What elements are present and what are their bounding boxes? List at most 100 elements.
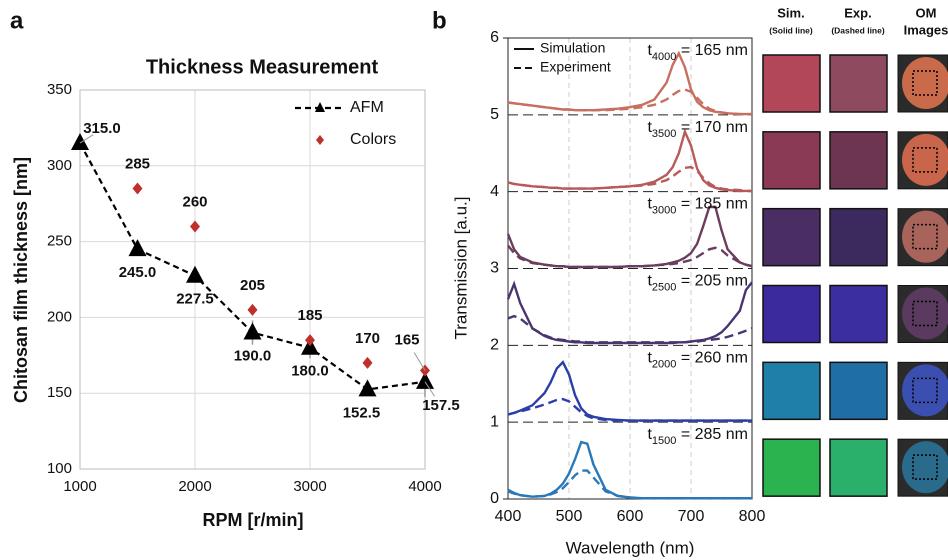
y-tick-label: 250	[47, 233, 72, 250]
y-tick-label: 6	[490, 29, 499, 46]
legend-label: Experiment	[540, 59, 611, 75]
column-title: Exp.	[844, 5, 871, 20]
experiment-curve	[507, 88, 752, 116]
annotation: t3000 = 185 nm	[647, 196, 748, 217]
column-note: (Dashed line)	[831, 25, 885, 35]
x-tick-label: 700	[678, 508, 705, 525]
x-tick-label: 4000	[408, 478, 441, 495]
om-film	[902, 133, 948, 186]
om-film	[902, 287, 948, 340]
annotation: t4000 = 165 nm	[647, 42, 748, 63]
x-tick-label: 2000	[178, 478, 211, 495]
annotation: t2000 = 260 nm	[647, 350, 748, 371]
marker	[190, 220, 200, 233]
y-tick-label: 100	[47, 460, 72, 477]
annotation-rest: = 205 nm	[676, 273, 748, 290]
x-tick-label: 400	[495, 508, 522, 525]
annotation: t2500 = 205 nm	[647, 273, 748, 294]
y-tick-label: 1	[490, 413, 499, 430]
data-label: 205	[240, 277, 265, 294]
data-label: 152.5	[343, 404, 381, 421]
roi-box	[912, 300, 938, 327]
annotation-base: t	[647, 426, 652, 443]
x-axis-label: RPM [r/min]	[203, 510, 304, 530]
data-label: 285	[125, 156, 150, 173]
om-film	[902, 364, 948, 417]
annotation-rest: = 170 nm	[676, 119, 748, 136]
y-tick-label: 3	[490, 260, 499, 277]
data-label: 260	[182, 193, 207, 210]
annotation-sub: 1500	[652, 435, 676, 447]
marker	[132, 182, 143, 195]
leader-line	[424, 381, 436, 397]
data-label: 170	[355, 330, 380, 347]
y-tick-label: 2	[490, 337, 499, 354]
data-label: 157.5	[422, 397, 460, 414]
panel-label: a	[10, 7, 24, 34]
experiment-curve	[507, 165, 752, 193]
annotation-rest: = 260 nm	[676, 350, 748, 367]
annotation-base: t	[647, 119, 652, 136]
plot-frame	[507, 37, 753, 500]
marker	[186, 265, 204, 283]
annotation-rest: = 285 nm	[676, 426, 748, 443]
annotation-rest: = 165 nm	[676, 42, 748, 59]
sim-swatch	[762, 131, 821, 190]
data-label: 315.0	[83, 120, 121, 137]
y-axis-label: Transmission [a.u.]	[451, 197, 470, 340]
om-film	[902, 441, 948, 494]
chart-title: Thickness Measurement	[146, 56, 379, 78]
plot-frame	[79, 89, 426, 470]
annotation: t1500 = 285 nm	[647, 426, 748, 447]
column-note: (Solid line)	[769, 25, 813, 35]
marker	[301, 337, 319, 355]
annotation-rest: = 185 nm	[676, 196, 748, 213]
data-label: 245.0	[119, 264, 157, 281]
y-tick-label: 300	[47, 157, 72, 174]
legend-label: AFM	[350, 99, 384, 116]
exp-swatch	[829, 361, 888, 421]
annotation-base: t	[647, 42, 652, 59]
marker	[305, 334, 315, 347]
roi-box	[912, 147, 938, 173]
leader-line	[79, 134, 94, 144]
exp-swatch	[829, 438, 888, 497]
exp-swatch	[829, 284, 888, 344]
y-tick-label: 0	[490, 490, 499, 507]
marker	[128, 239, 147, 257]
marker	[71, 133, 89, 151]
leader-line	[413, 352, 426, 371]
x-tick-label: 600	[617, 508, 644, 525]
annotation-sub: 2500	[652, 281, 676, 293]
x-tick-label: 1000	[63, 478, 96, 495]
annotation-sub: 4000	[652, 51, 676, 63]
y-tick-label: 200	[47, 308, 72, 325]
annotation-sub: 3000	[652, 205, 676, 217]
marker	[416, 371, 434, 389]
annotation-base: t	[647, 273, 652, 290]
exp-swatch	[829, 131, 888, 190]
sim-swatch	[762, 438, 821, 497]
marker	[358, 379, 377, 397]
y-tick-label: 350	[47, 81, 72, 98]
roi-box	[912, 454, 938, 480]
experiment-curve	[507, 469, 752, 500]
legend-label: Simulation	[540, 40, 605, 56]
data-label: 185	[297, 307, 322, 324]
data-label: 190.0	[234, 348, 272, 365]
om-film	[902, 210, 948, 263]
x-axis-label: Wavelength (nm)	[566, 538, 695, 557]
sim-swatch	[762, 54, 821, 113]
sim-swatch	[762, 361, 821, 421]
sim-swatch	[762, 284, 821, 344]
column-title: Sim.	[777, 5, 804, 20]
annotation-base: t	[647, 196, 652, 213]
legend-marker	[315, 102, 325, 112]
marker	[362, 356, 373, 369]
y-tick-label: 150	[47, 384, 72, 401]
column-note: Images	[904, 22, 948, 37]
experiment-curve	[507, 397, 752, 422]
data-label: 165	[394, 331, 419, 348]
data-label: 227.5	[176, 291, 214, 308]
